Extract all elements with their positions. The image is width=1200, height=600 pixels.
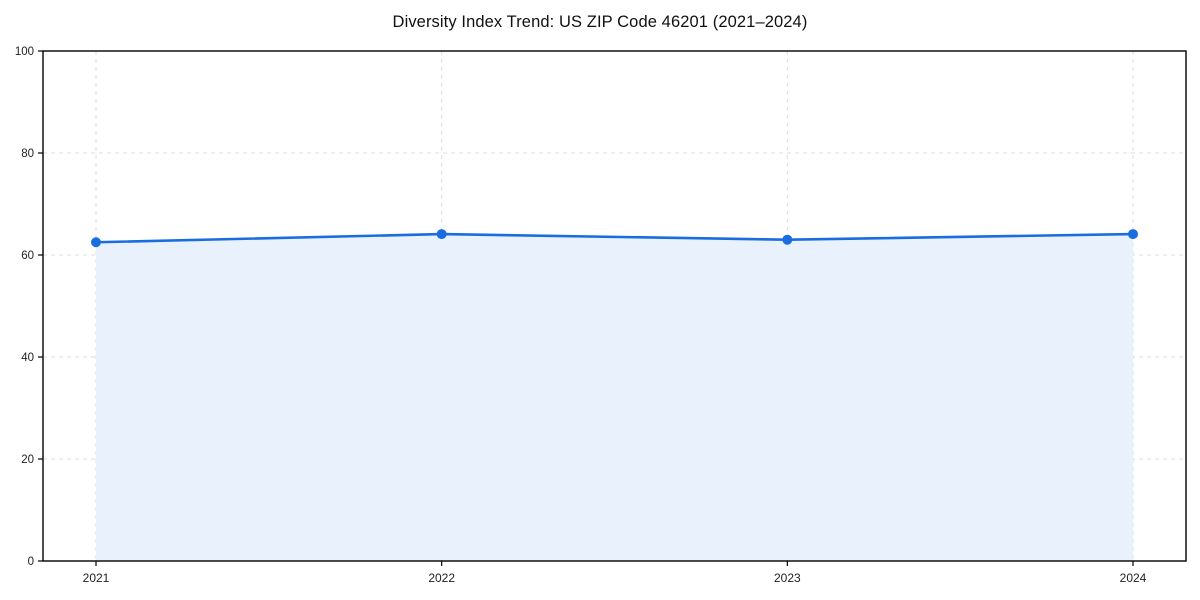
y-axis-tick-label: 80 — [21, 148, 34, 160]
data-point-2023 — [782, 234, 793, 245]
plot-border — [42, 50, 1187, 562]
data-point-2022 — [436, 229, 447, 240]
y-axis-tick-label: 60 — [21, 250, 34, 262]
y-axis-tick-label: 0 — [28, 556, 34, 568]
area-fill — [96, 234, 1133, 561]
y-axis-tick-label: 100 — [15, 46, 34, 58]
trend-line — [94, 232, 1135, 244]
x-axis-tick-label: 2024 — [1120, 571, 1147, 585]
x-axis-tick-label: 2022 — [428, 571, 455, 585]
data-point-2024 — [1128, 229, 1138, 240]
y-axis-tick-label: 40 — [21, 352, 34, 364]
x-axis-tick-label: 2023 — [774, 571, 801, 585]
chart-title: Diversity Index Trend: US ZIP Code 46201… — [392, 13, 808, 31]
y-axis-tick-label: 20 — [21, 454, 34, 466]
x-axis-tick-label: 2021 — [83, 571, 110, 585]
data-point-2021 — [91, 237, 101, 248]
